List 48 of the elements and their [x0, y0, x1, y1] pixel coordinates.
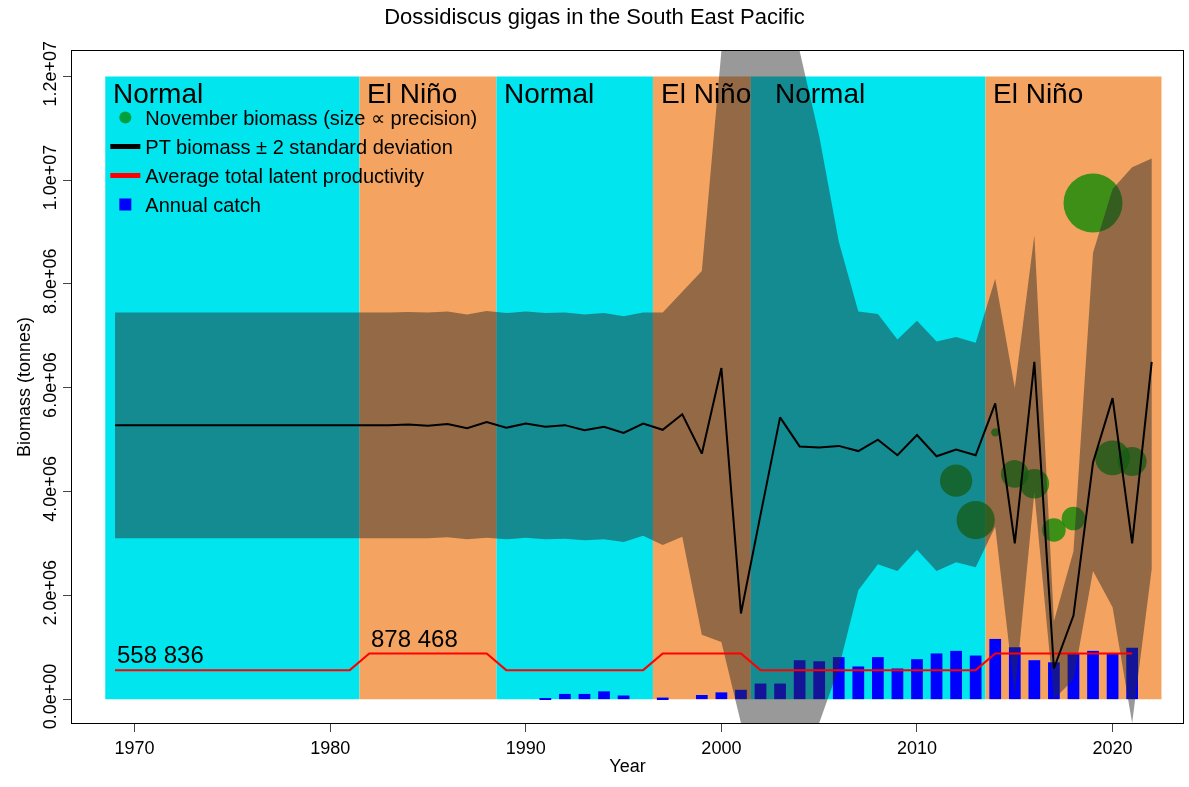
y-tick-label: 6.0e+06	[39, 352, 60, 418]
bar	[832, 657, 845, 700]
bar	[930, 653, 943, 700]
bar	[754, 683, 767, 700]
y-tick-label: 1.0e+07	[39, 144, 60, 211]
bar	[911, 659, 923, 700]
bar	[1087, 650, 1099, 700]
bar	[1126, 647, 1139, 700]
x-tick-label: 2000	[701, 737, 742, 758]
bar	[969, 655, 982, 700]
bar	[695, 694, 708, 700]
line-series	[114, 360, 1153, 670]
bar	[872, 657, 884, 700]
bar	[989, 638, 1002, 700]
bar	[1048, 662, 1060, 700]
x-tick-label: 1990	[505, 737, 546, 758]
x-axis-title: Year	[609, 755, 646, 776]
x-tick-label: 2010	[896, 737, 938, 758]
y-tick-label: 4.0e+06	[39, 456, 60, 522]
bar	[813, 661, 826, 700]
y-tick-label: 0.0e+00	[39, 663, 60, 730]
band-label: Normal	[504, 78, 595, 109]
band-label: El Niño	[993, 78, 1084, 109]
bar	[1106, 653, 1119, 700]
bar	[735, 689, 747, 700]
bar	[578, 693, 591, 700]
y-tick-label: 1.2e+07	[39, 40, 60, 107]
bar	[1008, 647, 1021, 700]
bar	[852, 666, 865, 700]
band-label: Normal	[775, 78, 866, 109]
annotation: 878 468	[371, 625, 458, 652]
y-axis-title: Biomass (tonnes)	[14, 316, 34, 458]
chart-title: Dossidiscus gigas in the South East Pacific	[384, 3, 805, 29]
bar	[950, 650, 962, 700]
x-tick-label: 2020	[1092, 737, 1133, 758]
band-label: El Niño	[367, 78, 458, 109]
bar	[715, 692, 728, 700]
legend-label: Annual catch	[145, 194, 261, 217]
band-label: Normal	[113, 78, 204, 109]
bar	[774, 683, 786, 700]
bar	[598, 691, 610, 700]
bar	[1028, 660, 1041, 700]
x-tick-label: 1970	[114, 737, 155, 758]
y-tick-label: 2.0e+06	[39, 559, 60, 626]
annotation: 558 836	[117, 641, 204, 668]
y-tick-label: 8.0e+06	[39, 248, 60, 315]
bar	[559, 693, 571, 700]
x-tick-label: 1980	[310, 737, 351, 758]
